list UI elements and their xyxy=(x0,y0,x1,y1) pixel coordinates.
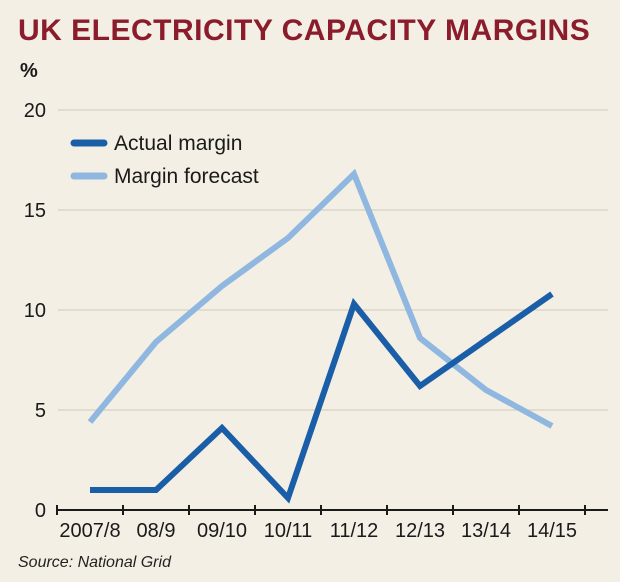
source-note: Source: National Grid xyxy=(18,554,171,571)
series-line-actual-margin xyxy=(90,291,554,504)
x-tick-label: 2007/8 xyxy=(59,520,120,542)
y-tick-label: 10 xyxy=(24,300,46,322)
y-tick-label: 15 xyxy=(24,200,46,222)
chart-title: UK ELECTRICITY CAPACITY MARGINS xyxy=(18,14,591,47)
x-tick-label: 12/13 xyxy=(395,520,445,542)
x-tick-label: 11/12 xyxy=(330,520,379,542)
y-tick-label: 20 xyxy=(24,100,46,122)
x-tick-label: 10/11 xyxy=(264,520,313,542)
x-tick-label: 14/15 xyxy=(527,520,577,542)
y-axis-unit: % xyxy=(20,60,38,82)
x-tick-label: 08/9 xyxy=(137,520,176,542)
y-tick-label: 0 xyxy=(35,500,46,522)
gridlines xyxy=(58,109,608,411)
x-tick-label: 13/14 xyxy=(461,520,511,542)
axes: 0 5 10 15 20 2007/8 08/9 09/10 10/11 11/12 12/13 13… xyxy=(24,100,608,542)
legend-label: Actual margin xyxy=(114,132,242,155)
series-line-margin-forecast xyxy=(87,168,554,429)
x-tick-label: 09/10 xyxy=(197,520,247,542)
series-lines xyxy=(87,168,554,504)
y-tick-label: 5 xyxy=(35,400,46,422)
line-chart: 0 5 10 15 20 2007/8 08/9 09/10 10/11 11/12 12/13 13… xyxy=(24,100,608,542)
legend-label: Margin forecast xyxy=(114,165,259,188)
legend: Actual margin Margin forecast xyxy=(70,132,259,188)
